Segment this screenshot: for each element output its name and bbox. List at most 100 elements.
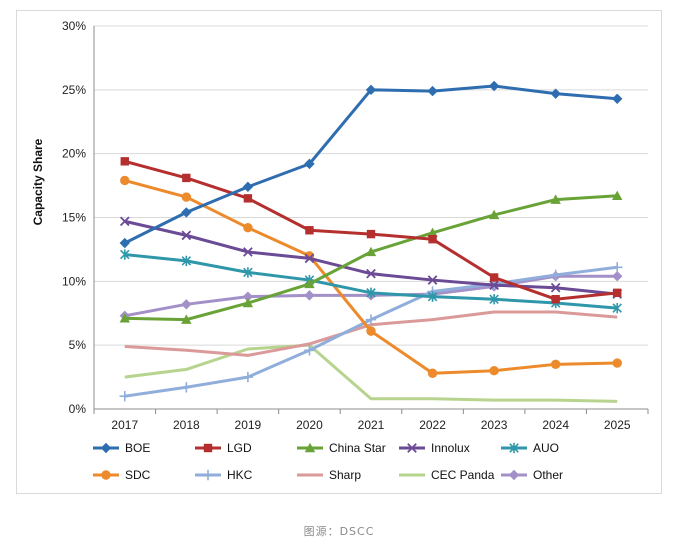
data-point-other [242,291,254,302]
data-point-lgd [182,173,191,183]
legend-label: BOE [125,441,150,455]
legend-label: HKC [227,468,253,482]
data-point-china-star [612,190,623,200]
data-point-lgd [120,157,129,166]
axis-layer: 0% 5% 10% 15% 20% 25% 30% 2017 2018 2019 2020 2021 2… [62,19,649,432]
data-point-sdc [489,366,499,376]
data-point-innolux [550,282,561,293]
data-point-innolux [119,216,130,227]
y-tick-label: 25% [62,83,86,97]
x-tick-label: 2017 [111,418,138,432]
data-point-innolux [304,253,315,264]
series-line-cec-panda [124,343,618,403]
y-tick-label: 5% [69,338,87,352]
line-chart: 0% 5% 10% 15% 20% 25% 30% 2017 2018 2019 2020 2021 2… [31,19,649,482]
data-point-hkc [181,382,192,393]
data-point-other [304,290,315,301]
data-point-auo [366,287,376,299]
series-layer [119,80,623,403]
data-point-sdc [550,359,561,370]
data-point-boe [488,80,500,92]
data-point-sdc [366,326,376,336]
data-point-lgd [243,194,253,203]
data-point-sdc [427,368,438,378]
legend-label: Other [533,468,563,482]
data-point-other [181,299,192,310]
data-point-auo [243,267,253,278]
legend-marker [508,469,520,481]
data-point-innolux [427,275,438,285]
data-point-sdc [120,175,130,186]
legend-marker [304,442,316,453]
data-point-innolux [181,230,192,241]
data-point-sdc [181,192,192,202]
data-point-boe [365,84,377,96]
y-tick-label: 20% [62,147,86,161]
data-point-auo [612,302,622,314]
legend-label: SDC [125,468,151,482]
x-tick-label: 2021 [358,418,385,432]
data-point-china-star [488,209,500,220]
data-point-china-star [550,194,561,204]
x-tick-label: 2020 [296,418,323,432]
data-point-hkc [304,345,315,356]
legend-label: China Star [329,441,386,455]
legend-label: Sharp [329,468,361,482]
x-tick-label: 2018 [173,418,200,432]
series-china-star [119,190,623,324]
data-point-boe [242,181,254,193]
data-point-innolux [243,247,253,257]
legend-marker [203,443,213,453]
legend-item-auo: AUO [501,441,559,455]
data-point-hkc [365,314,377,325]
data-point-boe [119,237,130,249]
data-point-boe [181,207,192,218]
series-boe [119,80,623,249]
series-innolux [119,216,623,299]
data-point-china-star [119,313,130,323]
data-point-hkc [550,269,561,281]
x-tick-label: 2024 [542,418,569,432]
legend-marker [509,442,519,454]
data-point-lgd [366,229,376,239]
legend-item-china-star: China Star [297,441,386,455]
data-point-boe [427,85,438,97]
data-point-sdc [243,223,253,233]
data-point-innolux [366,268,376,279]
y-axis-title: Capacity Share [31,138,45,225]
data-point-boe [612,93,623,104]
data-point-lgd [428,235,437,244]
data-point-lgd [305,226,314,235]
legend-layer: BOE LGD China Star Innolux AUO SDC HKC Sharp CEC… [93,441,563,482]
data-point-lgd [551,295,560,304]
legend-label: Innolux [431,441,470,455]
series-lgd [120,157,622,304]
y-tick-label: 15% [62,211,86,225]
legend-item-hkc: HKC [195,468,253,482]
legend-item-innolux: Innolux [399,441,470,455]
series-cec-panda [124,343,618,403]
legend-item-lgd: LGD [195,441,252,455]
data-point-innolux [489,280,499,290]
series-line-boe [124,84,618,245]
data-point-boe [304,158,315,170]
legend-item-sdc: SDC [93,468,151,482]
x-tick-label: 2019 [235,418,262,432]
y-tick-label: 10% [62,274,86,288]
series-hkc [119,262,623,402]
data-point-boe [550,88,561,99]
data-point-auo [120,249,130,260]
data-point-auo [489,294,499,305]
legend-label: AUO [533,441,559,455]
data-point-lgd [489,273,499,282]
data-point-china-star [181,314,192,324]
data-point-lgd [613,288,622,298]
chart-frame: 0% 5% 10% 15% 20% 25% 30% 2017 2018 2019 2020 2021 2… [16,10,662,494]
data-point-hkc [612,262,623,273]
data-point-hkc [242,371,254,383]
x-tick-label: 2023 [481,418,508,432]
legend-marker [202,469,214,481]
legend-item-sharp: Sharp [297,468,361,482]
legend-label: LGD [227,441,252,455]
data-point-hkc [119,391,130,402]
